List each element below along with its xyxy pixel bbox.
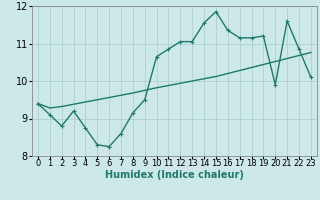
X-axis label: Humidex (Indice chaleur): Humidex (Indice chaleur) — [105, 170, 244, 180]
